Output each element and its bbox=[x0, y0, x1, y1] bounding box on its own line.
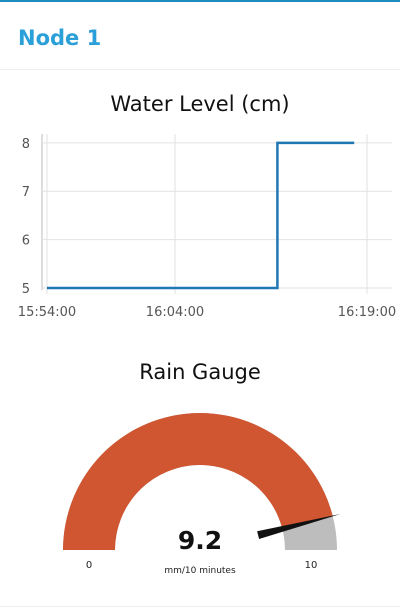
gauge-track bbox=[63, 413, 337, 550]
top-accent-bar bbox=[0, 0, 400, 2]
gauge-title: Rain Gauge bbox=[139, 360, 261, 384]
y-tick-label: 6 bbox=[22, 234, 30, 249]
water-level-chart: 5 6 7 8 15:54:00 16:04:00 16:19:00 bbox=[18, 134, 396, 320]
gauge-units: mm/10 minutes bbox=[164, 566, 236, 576]
x-tick-label: 16:19:00 bbox=[338, 305, 396, 320]
header-divider bbox=[0, 69, 400, 70]
y-tick-label: 7 bbox=[22, 185, 30, 200]
chart-title: Water Level (cm) bbox=[110, 92, 290, 116]
footer-divider bbox=[0, 606, 400, 607]
gauge-min-label: 0 bbox=[86, 560, 92, 571]
series-line bbox=[47, 141, 355, 290]
x-tick-label: 16:04:00 bbox=[146, 305, 204, 320]
x-tick-label: 15:54:00 bbox=[18, 305, 76, 320]
y-tick-label: 8 bbox=[22, 137, 30, 152]
gauge-fill bbox=[63, 412, 333, 550]
y-tick-label: 5 bbox=[22, 282, 30, 297]
gauge-needle bbox=[257, 513, 341, 539]
group-title: Node 1 bbox=[18, 26, 102, 50]
gauge-value: 9.2 bbox=[178, 526, 222, 555]
gauge-max-label: 10 bbox=[305, 560, 318, 571]
